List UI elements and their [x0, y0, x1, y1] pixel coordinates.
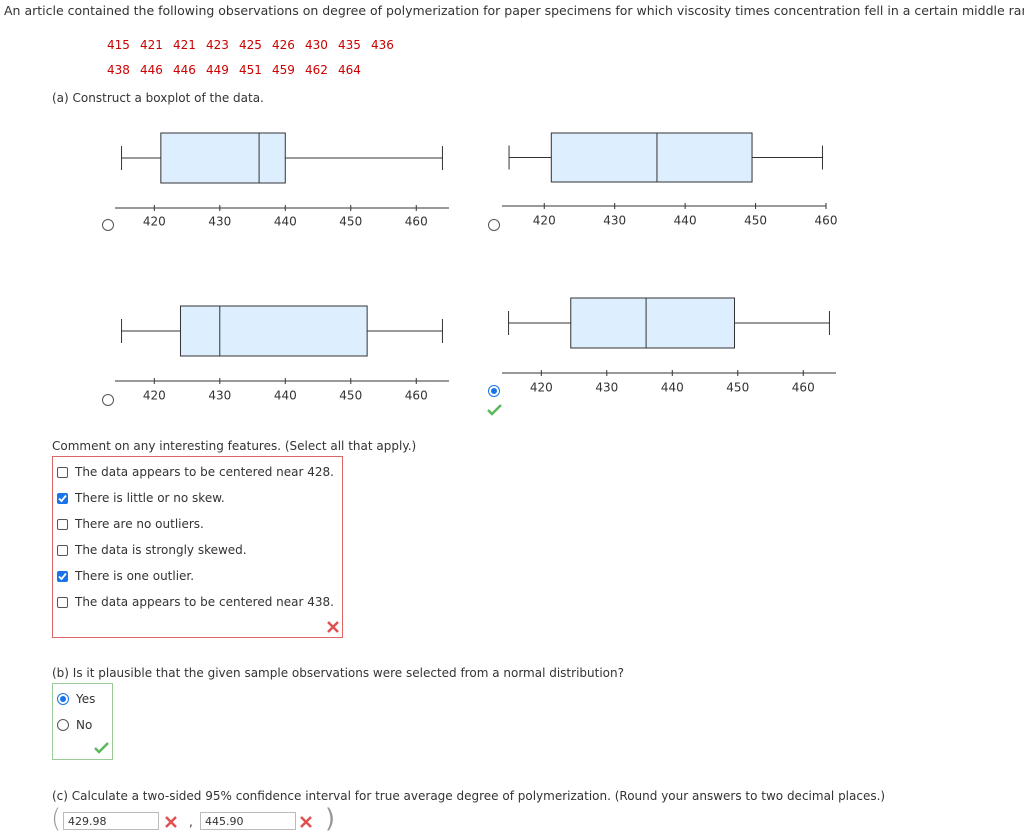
tick-label: 460	[815, 214, 838, 228]
check	[58, 494, 67, 502]
tick-label: 440	[274, 215, 297, 229]
observation: 446	[140, 63, 163, 77]
paren-open: (	[51, 804, 62, 834]
observation: 430	[305, 38, 328, 52]
tick-label: 420	[533, 214, 556, 228]
option: No	[57, 717, 92, 733]
observation: 435	[338, 38, 361, 52]
option: The data is strongly skewed.	[57, 542, 247, 558]
part-c-prompt: (c) Calculate a two-sided 95% confidence…	[52, 789, 886, 803]
wrong-icon	[300, 816, 312, 828]
observation-row: 438 446 446 449 451 459 462 464	[107, 63, 371, 77]
checkbox[interactable]	[57, 466, 68, 478]
box	[570, 297, 735, 349]
observation: 462	[305, 63, 328, 77]
tick-label: 430	[208, 389, 231, 403]
box	[160, 132, 286, 184]
observation: 438	[107, 63, 130, 77]
observation: 451	[239, 63, 262, 77]
box	[179, 305, 368, 357]
observation: 421	[140, 38, 163, 52]
paren-close: )	[325, 804, 336, 834]
wrong-icon	[327, 621, 339, 633]
tick-label: 430	[208, 215, 231, 229]
radio[interactable]	[488, 219, 500, 231]
tick-label: 420	[143, 215, 166, 229]
option-label: Yes	[76, 692, 96, 706]
comment-prompt: Comment on any interesting features. (Se…	[52, 439, 417, 453]
checkbox[interactable]	[57, 570, 68, 582]
tick-label: 460	[405, 389, 428, 403]
box	[550, 132, 753, 183]
observation: 415	[107, 38, 130, 52]
option-label: There are no outliers.	[75, 517, 204, 531]
observation: 464	[338, 63, 361, 77]
boxplots: 420 430 440 450 460 420 430 440 450 460 420 430 440 4…	[102, 132, 838, 416]
observation: 421	[173, 38, 196, 52]
option-label: No	[76, 718, 93, 732]
option: There is little or no skew.	[57, 490, 225, 506]
tick-label: 440	[274, 389, 297, 403]
radio[interactable]	[102, 219, 114, 231]
tick-label: 460	[405, 215, 428, 229]
tick-label: 460	[792, 381, 815, 395]
tick-label: 450	[339, 389, 362, 403]
option: The data appears to be centered near 438…	[57, 594, 334, 610]
observation: 446	[173, 63, 196, 77]
checkbox[interactable]	[57, 492, 68, 504]
correct-icon	[94, 742, 109, 754]
tick-label: 440	[674, 214, 697, 228]
options-box: The data appears to be centered near 428…	[52, 456, 343, 638]
tick-label: 430	[595, 381, 618, 395]
check	[58, 572, 67, 580]
observation: 426	[272, 38, 295, 52]
option: Yes	[57, 691, 95, 707]
tick-label: 430	[603, 214, 626, 228]
observation: 459	[272, 63, 295, 77]
option-label: There is little or no skew.	[75, 491, 225, 505]
option-label: The data appears to be centered near 428…	[75, 465, 334, 479]
tick-label: 420	[530, 381, 553, 395]
observation: 449	[206, 63, 229, 77]
checkbox[interactable]	[57, 518, 68, 530]
tick-label: 450	[744, 214, 767, 228]
radio-dot	[491, 388, 497, 394]
radio[interactable]	[57, 693, 69, 705]
tick-label: 440	[661, 381, 684, 395]
radio[interactable]	[57, 719, 69, 731]
answer-input[interactable]: 429.98	[63, 812, 159, 830]
option-label: The data appears to be centered near 438…	[75, 595, 334, 609]
tick-label: 450	[339, 215, 362, 229]
tick-label: 420	[143, 389, 166, 403]
checkbox[interactable]	[57, 544, 68, 556]
observation-row: 415 421 421 423 425 426 430 435 436	[107, 38, 404, 52]
observation: 423	[206, 38, 229, 52]
option: The data appears to be centered near 428…	[57, 464, 334, 480]
answer-input[interactable]: 445.90	[200, 812, 296, 830]
option: There is one outlier.	[57, 568, 194, 584]
option-label: The data is strongly skewed.	[75, 543, 247, 557]
comma: ,	[189, 815, 193, 829]
option-label: There is one outlier.	[75, 569, 195, 583]
option: There are no outliers.	[57, 516, 204, 532]
observation: 436	[371, 38, 394, 52]
wrong-icon	[165, 816, 177, 828]
intro: An article contained the following obser…	[4, 3, 1024, 18]
tick-label: 450	[726, 381, 749, 395]
correct-icon	[487, 404, 502, 416]
radio[interactable]	[102, 394, 114, 406]
part-a-prompt: (a) Construct a boxplot of the data.	[52, 91, 264, 105]
observation: 425	[239, 38, 262, 52]
yes-no-box: Yes No	[52, 683, 113, 760]
checkbox[interactable]	[57, 596, 68, 608]
part-b-prompt: (b) Is it plausible that the given sampl…	[52, 666, 624, 680]
